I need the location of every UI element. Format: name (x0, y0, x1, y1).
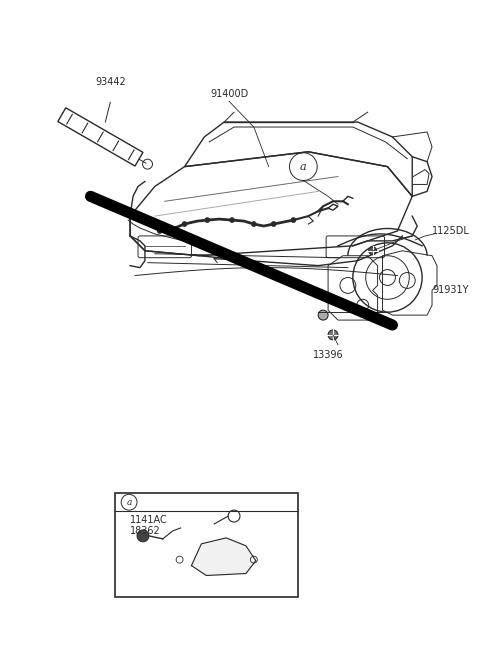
Circle shape (328, 330, 338, 340)
Text: a: a (126, 498, 132, 507)
Circle shape (229, 217, 235, 223)
Circle shape (369, 247, 377, 255)
Text: a: a (300, 162, 307, 172)
Text: 18362: 18362 (130, 526, 161, 536)
Circle shape (137, 530, 149, 542)
Circle shape (291, 217, 296, 223)
Text: 91400D: 91400D (210, 89, 248, 100)
Circle shape (205, 217, 210, 223)
Text: 91931Y: 91931Y (432, 286, 468, 295)
Text: 93442: 93442 (95, 77, 126, 87)
Text: 13396: 13396 (313, 350, 343, 360)
Text: 1125DL: 1125DL (432, 226, 470, 236)
Circle shape (252, 221, 256, 227)
Circle shape (157, 229, 162, 233)
Circle shape (318, 310, 328, 320)
Circle shape (271, 221, 276, 227)
Circle shape (182, 221, 187, 227)
Text: 1141AC: 1141AC (130, 515, 168, 525)
Polygon shape (192, 538, 256, 576)
